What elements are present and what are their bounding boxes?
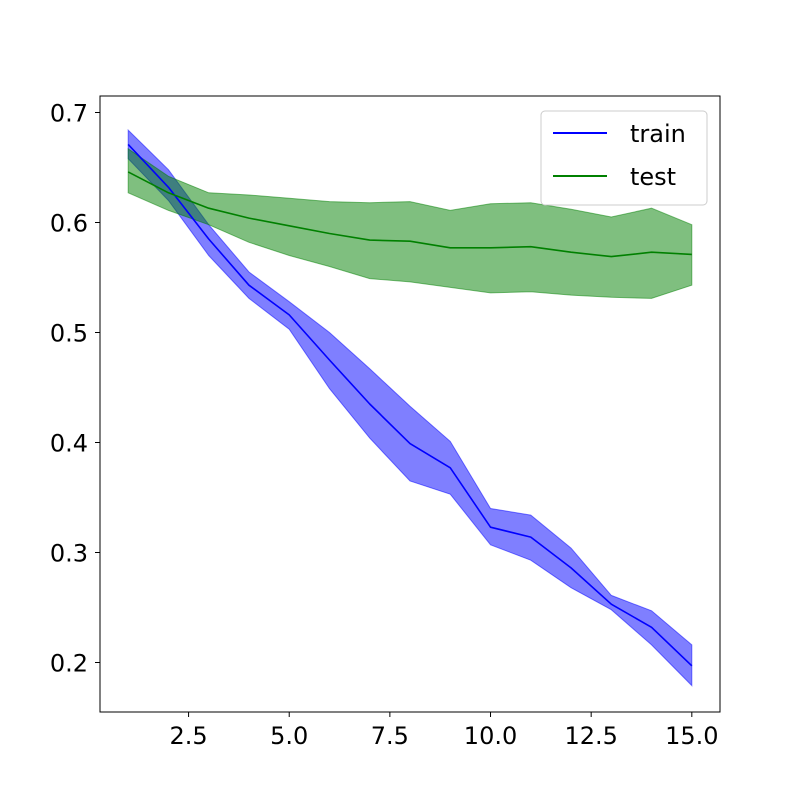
band-train	[127, 128, 693, 687]
band-test	[127, 147, 693, 299]
legend-label-train: train	[630, 120, 686, 148]
y-axis: 0.2 0.3 0.4 0.5 0.6 0.7	[50, 100, 100, 678]
plot-area-frame	[99, 95, 721, 713]
legend: train test	[540, 110, 708, 206]
x-tick-label: 12.5	[564, 722, 617, 750]
line-test	[127, 171, 692, 258]
confidence-bands	[127, 128, 693, 687]
y-tick-label: 0.3	[50, 540, 88, 568]
y-tick-label: 0.5	[50, 320, 88, 348]
x-tick-label: 5.0	[270, 722, 308, 750]
line-train	[127, 143, 693, 667]
x-axis: 2.5 5.0 7.5 10.0 12.5 15.0	[169, 712, 719, 750]
y-tick-label: 0.2	[50, 650, 88, 678]
legend-label-test: test	[630, 163, 676, 191]
x-tick-label: 2.5	[169, 722, 207, 750]
x-tick-label: 7.5	[371, 722, 409, 750]
x-tick-label: 10.0	[464, 722, 517, 750]
y-tick-label: 0.4	[50, 430, 88, 458]
legend-box	[540, 110, 708, 206]
x-tick-label: 15.0	[665, 722, 718, 750]
series-lines	[127, 143, 693, 667]
y-tick-label: 0.6	[50, 210, 88, 238]
y-tick-label: 0.7	[50, 100, 88, 128]
